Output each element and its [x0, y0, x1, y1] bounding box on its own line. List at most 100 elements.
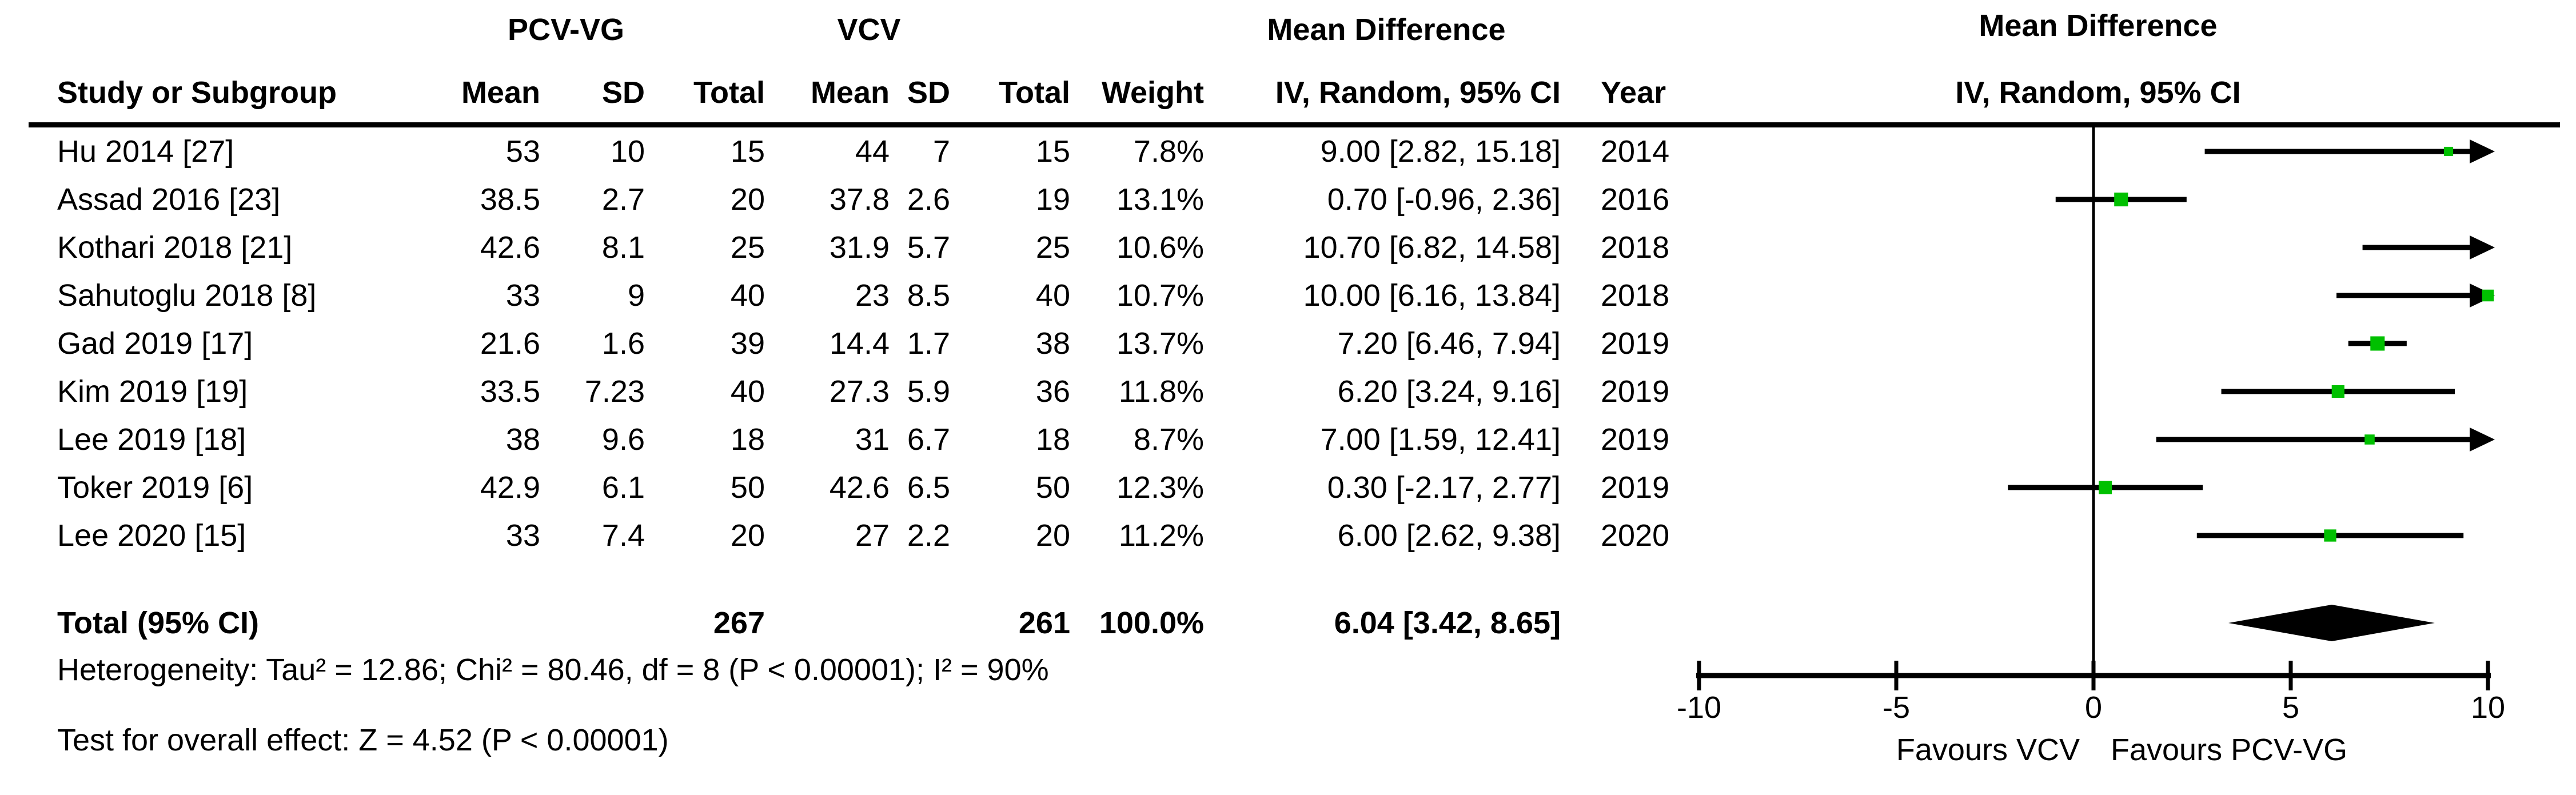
col-header-sd-vcv: SD [907, 75, 950, 110]
pcvvg-total: 50 [730, 470, 765, 505]
pcvvg-mean: 38 [505, 422, 540, 457]
vcv-total: 18 [1035, 422, 1070, 457]
year-value: 2019 [1601, 326, 1670, 361]
col-header-study: Study or Subgroup [57, 75, 337, 110]
vcv-total: 20 [1035, 518, 1070, 553]
weight-value: 11.8% [1118, 374, 1204, 409]
effect-marker [2099, 481, 2112, 494]
vcv-total: 40 [1035, 278, 1070, 313]
axis-tick-label: 10 [2470, 690, 2506, 725]
pcvvg-total: 39 [730, 326, 765, 361]
vcv-sd: 2.6 [907, 182, 950, 217]
pcvvg-mean: 33 [505, 518, 540, 553]
effect-marker [2114, 192, 2128, 207]
col-header-year: Year [1601, 75, 1666, 110]
study-name: Lee 2020 [15] [57, 518, 246, 553]
year-value: 2014 [1601, 134, 1670, 169]
pcvvg-total: 25 [730, 230, 765, 265]
study-name: Kim 2019 [19] [57, 374, 248, 409]
pcvvg-total: 18 [730, 422, 765, 457]
axis-tick-label: 0 [2084, 690, 2103, 725]
effect-marker [2482, 289, 2494, 302]
total-weight: 100.0% [1099, 606, 1204, 640]
vcv-mean: 44 [855, 134, 890, 169]
pcvvg-mean: 38.5 [480, 182, 540, 217]
pcvvg-sd: 7.4 [601, 518, 645, 553]
weight-value: 11.2% [1118, 518, 1204, 553]
pcvvg-total: 15 [730, 134, 765, 169]
vcv-total: 38 [1035, 326, 1070, 361]
col-header-mean-pcvvg: Mean [461, 75, 540, 110]
pcvvg-total: 20 [730, 518, 765, 553]
ci-text: 0.70 [-0.96, 2.36] [1327, 182, 1561, 217]
axis-tick-label: 5 [2282, 690, 2300, 725]
pcvvg-sd: 2.7 [601, 182, 645, 217]
vcv-sd: 5.9 [907, 374, 950, 409]
arrow-right [2470, 235, 2495, 259]
ci-text: 9.00 [2.82, 15.18] [1320, 134, 1561, 169]
header-rule [29, 122, 2560, 127]
summary-diamond [2228, 605, 2435, 641]
pcvvg-mean: 42.9 [480, 470, 540, 505]
effect-marker [2324, 529, 2336, 542]
pcvvg-mean: 33.5 [480, 374, 540, 409]
favours-right-label: Favours PCV-VG [2111, 733, 2348, 767]
ci-text: 6.20 [3.24, 9.16] [1337, 374, 1561, 409]
total-label: Total (95% CI) [57, 606, 260, 640]
study-name: Sahutoglu 2018 [8] [57, 278, 317, 313]
vcv-total: 19 [1035, 182, 1070, 217]
total-n-pcvvg: 267 [713, 606, 765, 640]
plot-header-ci-method: IV, Random, 95% CI [1955, 75, 2241, 110]
group-header-mean-difference-right: Mean Difference [1979, 9, 2218, 43]
pcvvg-sd: 9.6 [601, 422, 645, 457]
effect-marker [2443, 146, 2454, 157]
weight-value: 8.7% [1133, 422, 1204, 457]
year-value: 2019 [1601, 374, 1670, 409]
weight-value: 12.3% [1116, 470, 1204, 505]
axis-tick-label: -10 [1676, 690, 1722, 725]
vcv-sd: 7 [932, 134, 950, 169]
group-header-vcv: VCV [837, 13, 901, 47]
vcv-sd: 8.5 [907, 278, 950, 313]
ci-text: 10.70 [6.82, 14.58] [1303, 230, 1561, 265]
pcvvg-sd: 10 [610, 134, 645, 169]
pcvvg-mean: 53 [505, 134, 540, 169]
weight-value: 13.7% [1116, 326, 1204, 361]
vcv-mean: 42.6 [829, 470, 890, 505]
vcv-total: 25 [1035, 230, 1070, 265]
pcvvg-total: 20 [730, 182, 765, 217]
arrow-right [2470, 428, 2495, 452]
pcvvg-mean: 21.6 [480, 326, 540, 361]
pcvvg-sd: 1.6 [601, 326, 645, 361]
pcvvg-sd: 9 [627, 278, 645, 313]
vcv-mean: 31 [855, 422, 890, 457]
ci-text: 7.00 [1.59, 12.41] [1320, 422, 1561, 457]
weight-value: 10.6% [1116, 230, 1204, 265]
pcvvg-mean: 33 [505, 278, 540, 313]
vcv-total: 50 [1035, 470, 1070, 505]
group-header-mean-difference-left: Mean Difference [1267, 13, 1506, 47]
ci-text: 7.20 [6.46, 7.94] [1337, 326, 1561, 361]
effect-marker [2364, 434, 2375, 445]
year-value: 2018 [1601, 230, 1670, 265]
pcvvg-total: 40 [730, 374, 765, 409]
year-value: 2016 [1601, 182, 1670, 217]
vcv-sd: 5.7 [907, 230, 950, 265]
axis-tick-label: -5 [1882, 690, 1911, 725]
vcv-sd: 6.5 [907, 470, 950, 505]
year-value: 2020 [1601, 518, 1670, 553]
vcv-total: 36 [1035, 374, 1070, 409]
ci-text: 6.00 [2.62, 9.38] [1337, 518, 1561, 553]
heterogeneity-note: Heterogeneity: Tau² = 12.86; Chi² = 80.4… [57, 653, 1049, 687]
vcv-mean: 23 [855, 278, 890, 313]
vcv-mean: 27 [855, 518, 890, 553]
col-header-weight: Weight [1102, 75, 1204, 110]
weight-value: 10.7% [1116, 278, 1204, 313]
ci-text: 0.30 [-2.17, 2.77] [1327, 470, 1561, 505]
vcv-sd: 2.2 [907, 518, 950, 553]
col-header-total-pcvvg: Total [693, 75, 765, 110]
weight-value: 13.1% [1116, 182, 1204, 217]
year-value: 2018 [1601, 278, 1670, 313]
vcv-sd: 6.7 [907, 422, 950, 457]
